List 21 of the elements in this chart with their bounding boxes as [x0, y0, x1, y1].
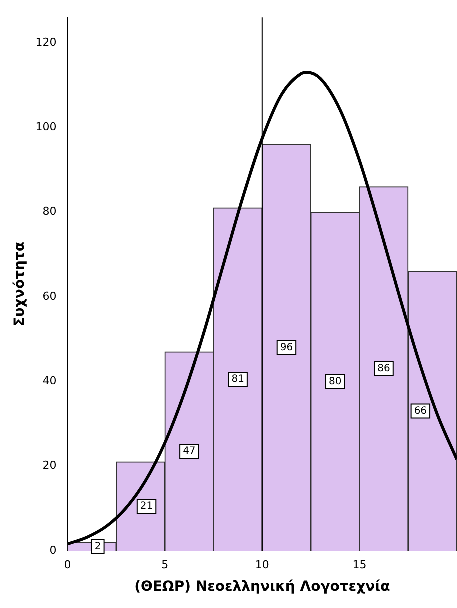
y-tick-label: 120: [36, 36, 57, 49]
data-label: 47: [183, 446, 196, 458]
data-label: 96: [280, 342, 294, 354]
data-label: 80: [329, 376, 342, 388]
x-tick-label: 0: [64, 558, 72, 572]
data-label: 86: [378, 364, 390, 375]
y-tick-label: 100: [36, 120, 57, 134]
y-tick-label: 80: [42, 205, 57, 218]
x-tick-label: 5: [162, 558, 169, 572]
y-tick-label: 0: [50, 544, 57, 557]
y-tick-label: 60: [42, 290, 57, 303]
y-tick-label: 20: [42, 459, 57, 472]
data-label: 81: [232, 374, 244, 386]
data-label: 66: [414, 406, 428, 417]
y-tick-label: 40: [42, 374, 57, 388]
data-label: 21: [140, 501, 154, 512]
x-axis-title: (ΘΕΩΡ) Νεοελληνική Λογοτεχνία: [134, 579, 391, 596]
x-tick-label: 15: [352, 558, 367, 572]
x-tick-label: 10: [255, 558, 270, 572]
data-label: 2: [94, 541, 102, 552]
y-axis-title: Συχνότητα: [12, 242, 28, 327]
